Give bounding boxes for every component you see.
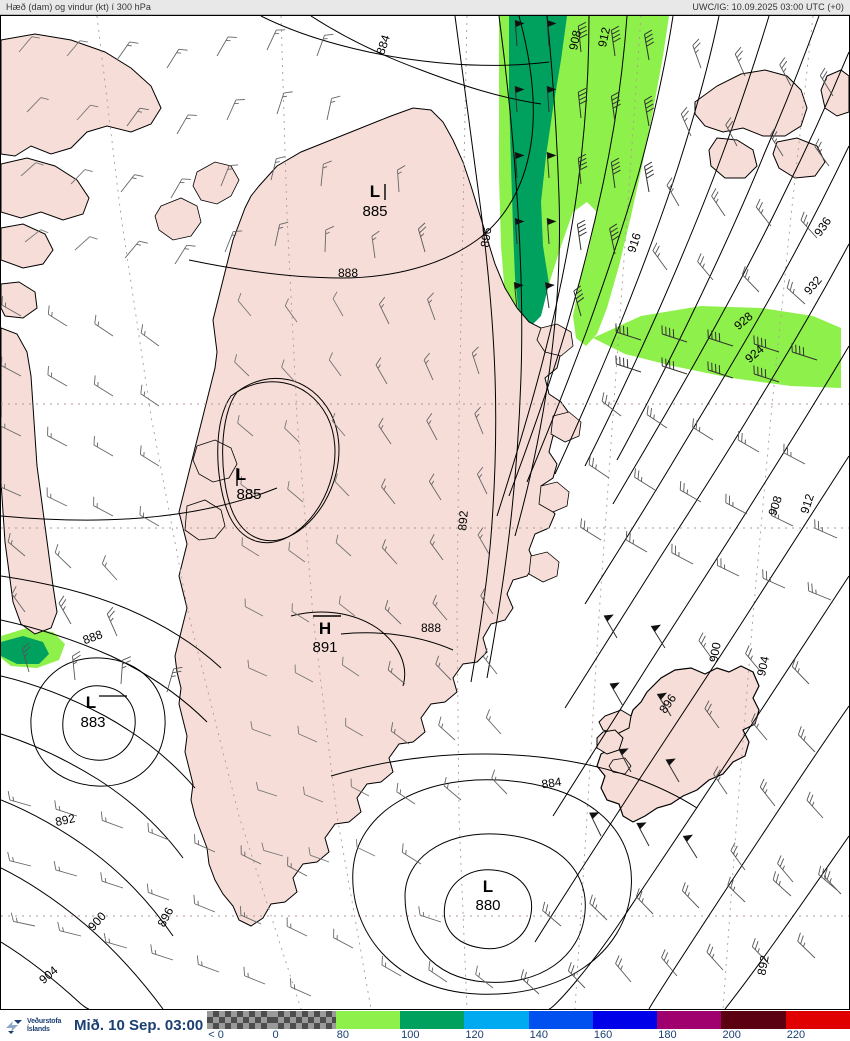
contour-label: 884 [373,33,393,57]
pressure-centre-labels: L 885 L 885 H 891 L [80,182,500,914]
legend-tick: 160 [593,1029,657,1041]
contour-label: 912 [797,492,817,516]
model-run-info: UWC/IG: 10.09.2025 03:00 UTC (+0) [692,2,844,12]
weather-map-canvas[interactable]: L 885 L 885 H 891 L [0,15,850,1010]
pressure-centre: L 880 [475,877,500,914]
legend-tick: 80 [336,1029,400,1041]
landmass-greenland [154,107,582,927]
legend-tick: 0 [272,1029,336,1041]
legend-tick-label: 140 [529,1029,548,1041]
contour-label: 896 [478,226,495,248]
contour-label: 892 [54,811,77,829]
contour-label: 892 [754,954,771,976]
pressure-centre-symbol: H [319,619,331,638]
contour-label: 908 [566,29,584,52]
pressure-centre: L 883 [80,693,127,731]
map-header-bar: Hæð (dam) og vindur (kt) í 300 hPa UWC/I… [0,0,850,15]
logo-line-2: Íslands [27,1025,50,1033]
contour-label: 912 [595,26,613,49]
legend-tick: 100 [400,1029,464,1041]
pressure-centre: L 885 [236,465,262,503]
contour-label: 908 [765,494,785,518]
legend-swatch-0 [271,1011,336,1029]
graticule [1,16,849,1009]
pressure-centre: L 885 [362,182,387,220]
pressure-centre-value: 883 [80,714,105,731]
contour-label: 892 [455,510,471,531]
contour-label: 888 [338,266,358,280]
legend-tick: 220 [786,1029,850,1041]
legend-swatch-100 [400,1011,465,1029]
legend-tick-label: 120 [465,1029,484,1041]
contour-label: 916 [624,231,644,255]
map-title: Hæð (dam) og vindur (kt) í 300 hPa [6,2,151,12]
legend-tick: 180 [657,1029,721,1041]
legend-tick-label: 100 [401,1029,420,1041]
agency-logo[interactable]: Veðurstofa Íslands [0,1010,72,1041]
pressure-centre: H 891 [312,615,341,656]
height-contours [1,16,849,1009]
legend-swatch-180 [657,1011,722,1029]
wind-speed-legend[interactable]: < 0 0 80 100 120 140 160 180 200 220 [207,1010,850,1041]
legend-tick-label: 80 [336,1029,350,1041]
forecast-timestamp: Mið. 10 Sep. 03:00 [74,1017,204,1034]
legend-swatch-0 [207,1011,272,1029]
footer-bar: Veðurstofa Íslands Mið. 10 Sep. 03:00 < … [0,1010,850,1041]
legend-tick-label: 220 [786,1029,806,1041]
jet-shading-100kt [1,16,567,664]
wind-arrow-logo-icon [6,1019,22,1034]
legend-swatch-120 [464,1011,529,1029]
contour-label: 900 [706,641,723,663]
legend-swatch-140 [528,1011,593,1029]
legend-swatch-200 [721,1011,786,1029]
contour-label: 904 [754,655,772,678]
pressure-centre-symbol: L [370,182,380,201]
legend-tick-label: < 0 [208,1029,224,1041]
legend-tick-label: 0 [272,1029,279,1041]
legend-swatch-80 [335,1011,401,1029]
logo-line-1: Veðurstofa [27,1017,62,1025]
legend-tick-label: 200 [722,1029,741,1041]
legend-tick: < 0 [207,1029,271,1041]
pressure-centre-value: 880 [475,897,500,914]
pressure-centre-value: 885 [362,203,387,220]
legend-tick-label: 160 [593,1029,613,1041]
pressure-centre-symbol: L [236,465,246,484]
landmass-canadian-arctic [1,33,162,635]
contour-label: 888 [81,627,105,647]
legend-tick-label: 180 [658,1029,677,1041]
legend-swatch-220 [785,1011,850,1029]
legend-swatch-160 [592,1011,658,1029]
pressure-centre-symbol: L [86,693,96,712]
legend-tick: 140 [529,1029,593,1041]
legend-tick: 200 [721,1029,785,1041]
pressure-centre-symbol: L [483,877,493,896]
pressure-centre-value: 885 [236,486,261,503]
legend-tick: 120 [464,1029,528,1041]
legend-tick-labels: < 0 0 80 100 120 140 160 180 200 220 [207,1029,850,1041]
contour-label: 884 [541,775,563,792]
contour-value-labels: 884 908 912 888 896 916 936 932 928 924 … [36,26,834,987]
pressure-centre-value: 891 [312,639,337,656]
contour-label: 888 [421,621,441,635]
legend-colour-bar [207,1011,850,1029]
